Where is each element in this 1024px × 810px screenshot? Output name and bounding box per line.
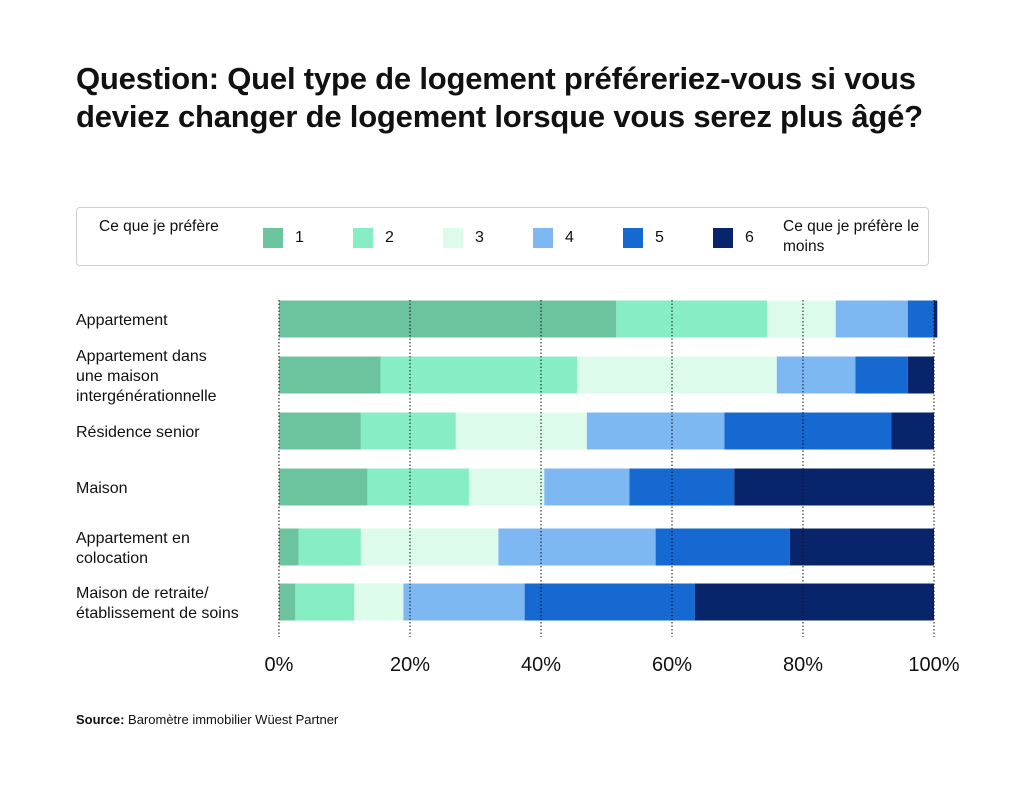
bar-segment bbox=[776, 356, 856, 394]
legend-right-label: Ce que je préfère le moins bbox=[783, 218, 920, 255]
legend-item-3: 3 bbox=[443, 228, 484, 248]
x-tick-label: 40% bbox=[521, 654, 561, 676]
bar-segment bbox=[577, 356, 777, 394]
x-tick-label: 100% bbox=[908, 654, 959, 676]
bar-segment bbox=[468, 468, 545, 506]
bar-segment bbox=[544, 468, 630, 506]
bar-segment bbox=[279, 300, 617, 338]
legend-item-2: 2 bbox=[353, 228, 394, 248]
bar-segment bbox=[498, 528, 656, 566]
legend-label-1: 1 bbox=[295, 229, 304, 246]
bar-segment bbox=[629, 468, 735, 506]
legend-label-5: 5 bbox=[655, 229, 664, 246]
bar-segment bbox=[279, 356, 381, 394]
category-label: Appartement dans une maison intergénératio… bbox=[76, 348, 217, 405]
bar-segment bbox=[934, 300, 938, 338]
x-tick-label: 80% bbox=[783, 654, 823, 676]
bar-segment bbox=[524, 583, 695, 621]
bar-segment bbox=[279, 528, 299, 566]
bar-segment bbox=[694, 583, 934, 621]
x-tick-label: 60% bbox=[652, 654, 692, 676]
bar-segment bbox=[907, 300, 934, 338]
bar-segment bbox=[279, 583, 296, 621]
bar-segment bbox=[891, 412, 934, 450]
bar-segment bbox=[279, 468, 368, 506]
bar-segment bbox=[298, 528, 361, 566]
legend-item-1: 1 bbox=[263, 228, 304, 248]
x-tick-label: 20% bbox=[390, 654, 430, 676]
legend-swatch-3 bbox=[443, 228, 463, 248]
bar-segment bbox=[907, 356, 934, 394]
bar-segment bbox=[367, 468, 469, 506]
bar-segment bbox=[789, 528, 934, 566]
legend-item-6: 6 bbox=[713, 228, 754, 248]
legend-item-4: 4 bbox=[533, 228, 574, 248]
category-label: Appartement bbox=[76, 312, 168, 329]
bar-segment bbox=[616, 300, 767, 338]
bar-segment bbox=[403, 583, 525, 621]
legend-swatch-6 bbox=[713, 228, 733, 248]
bar-segment bbox=[586, 412, 725, 450]
bar-segment bbox=[734, 468, 934, 506]
legend-swatch-4 bbox=[533, 228, 553, 248]
bar-segment bbox=[360, 412, 456, 450]
bar-segment bbox=[455, 412, 587, 450]
bar-segment bbox=[655, 528, 790, 566]
category-label: Maison bbox=[76, 480, 128, 497]
legend-label-4: 4 bbox=[565, 229, 574, 246]
source-label: Source: bbox=[76, 712, 125, 727]
bar-segment bbox=[354, 583, 404, 621]
source-note: Source: Baromètre immobilier Wüest Partn… bbox=[76, 712, 338, 727]
bar-segment bbox=[279, 412, 361, 450]
bar-segment bbox=[724, 412, 892, 450]
x-tick-label: 0% bbox=[265, 654, 294, 676]
legend-item-5: 5 bbox=[623, 228, 664, 248]
category-label: Résidence senior bbox=[76, 424, 200, 441]
category-label: Maison de retraite/établissement de soin… bbox=[76, 585, 239, 622]
source-text: Baromètre immobilier Wüest Partner bbox=[128, 712, 339, 727]
legend-label-2: 2 bbox=[385, 229, 394, 246]
bar-segment bbox=[766, 300, 836, 338]
legend: Ce que je préfère 1 2 3 4 5 6 Ce que je … bbox=[76, 207, 929, 266]
bar-segment bbox=[380, 356, 578, 394]
legend-label-3: 3 bbox=[475, 229, 484, 246]
chart-title: Question: Quel type de logement préférer… bbox=[76, 61, 923, 134]
legend-swatch-5 bbox=[623, 228, 643, 248]
legend-label-6: 6 bbox=[745, 229, 754, 246]
legend-swatch-1 bbox=[263, 228, 283, 248]
bar-segment bbox=[295, 583, 355, 621]
legend-swatch-2 bbox=[353, 228, 373, 248]
legend-left-label: Ce que je préfère bbox=[99, 218, 219, 235]
bar-segment bbox=[360, 528, 499, 566]
bar-segment bbox=[855, 356, 908, 394]
bar-segment bbox=[835, 300, 908, 338]
category-label: Appartement en colocation bbox=[76, 530, 190, 567]
